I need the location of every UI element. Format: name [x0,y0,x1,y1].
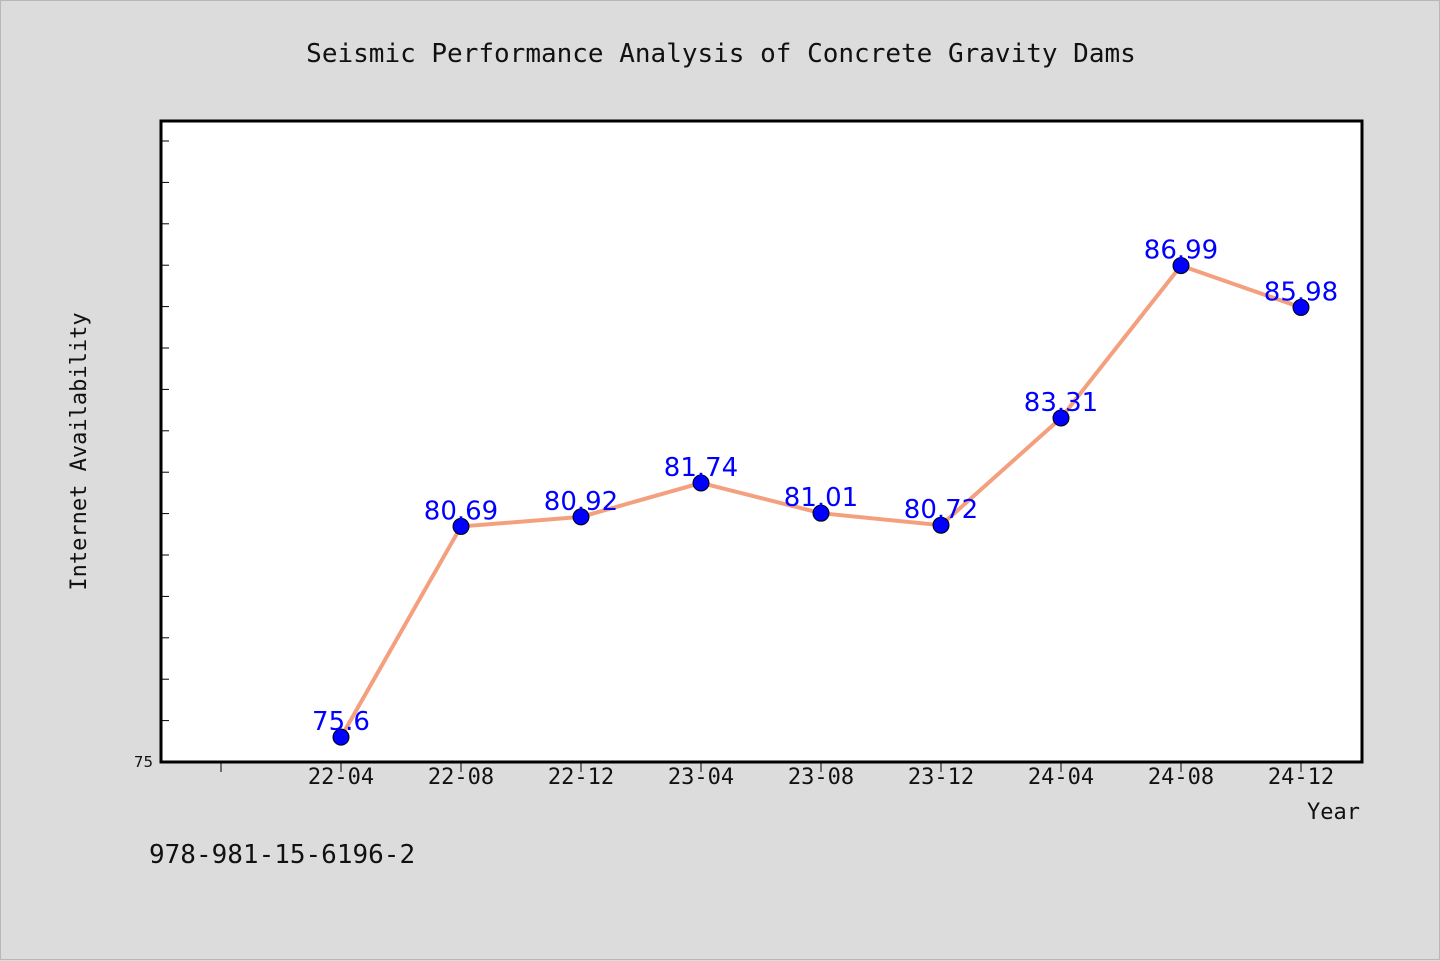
x-tick-label: 23-08 [788,765,854,790]
data-label: 85.98 [1264,277,1338,307]
data-point [812,504,830,522]
chart-title: Seismic Performance Analysis of Concrete… [306,39,1136,69]
x-tick-label: 22-08 [428,765,494,790]
isbn-text: 978-981-15-6196-2 [149,840,415,870]
data-label: 80.69 [424,496,498,526]
x-axis-ticks: 22-04 22-08 22-12 23-04 23-08 23-12 24-04 24-08… [220,762,1334,790]
x-tick-label: 23-12 [908,765,974,790]
data-label: 83.31 [1024,388,1098,418]
data-label: 86.99 [1144,236,1218,266]
x-axis-title: Year [1307,800,1360,825]
series-group: 75.6 80.69 80.92 81.74 81.01 80.72 83.31 86.99 8… [312,236,1338,746]
data-point [932,516,950,534]
data-label: 81.74 [664,453,738,483]
data-point [452,517,470,535]
data-label: 80.92 [544,487,618,517]
x-tick-label: 23-04 [668,765,734,790]
data-point [572,508,590,526]
x-tick-label: 24-12 [1268,765,1334,790]
data-label: 80.72 [904,495,978,525]
data-label: 81.01 [784,483,858,513]
x-tick-label: 22-12 [548,765,614,790]
data-point [1172,257,1190,275]
data-point [332,728,350,746]
data-point [1052,409,1070,427]
y-axis-title: Internet Availability [67,312,92,590]
x-tick-label: 22-04 [308,765,374,790]
x-tick-label: 24-08 [1148,765,1214,790]
plot-area [159,119,1364,764]
data-point [692,474,710,492]
x-tick-label: 24-04 [1028,765,1094,790]
y-tick-label: 75 [134,753,153,771]
data-point [1292,298,1310,316]
data-label: 75.6 [312,707,370,737]
y-axis-ticks: 75 [134,140,169,771]
